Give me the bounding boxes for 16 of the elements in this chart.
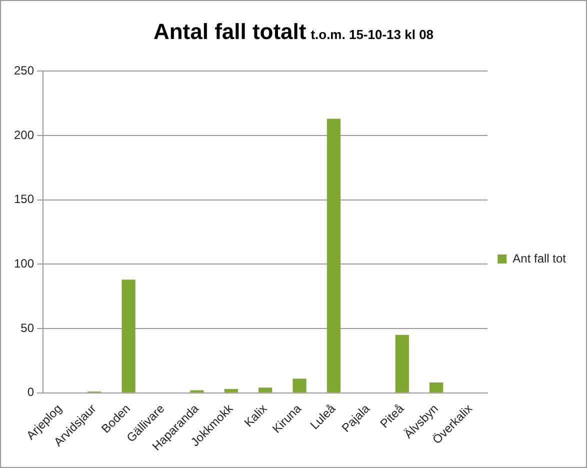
y-tick-label: 250 xyxy=(14,64,34,78)
legend-label: Ant fall tot xyxy=(512,251,567,266)
bar xyxy=(292,378,306,392)
bar xyxy=(429,382,444,392)
bar xyxy=(395,334,409,392)
y-tick-label: 0 xyxy=(27,385,34,400)
bar xyxy=(224,388,238,392)
y-tick-label: 50 xyxy=(20,320,34,335)
y-tick-label: 100 xyxy=(14,256,34,270)
bar xyxy=(122,280,136,392)
chart-subtitle: t.o.m. 15-10-13 kl 08 xyxy=(310,27,434,42)
y-tick-label: 150 xyxy=(14,192,34,206)
bar xyxy=(258,388,272,392)
chart-title: Antal fall totalt xyxy=(153,19,306,44)
bar xyxy=(326,118,341,392)
y-tick-label: 200 xyxy=(14,128,34,142)
